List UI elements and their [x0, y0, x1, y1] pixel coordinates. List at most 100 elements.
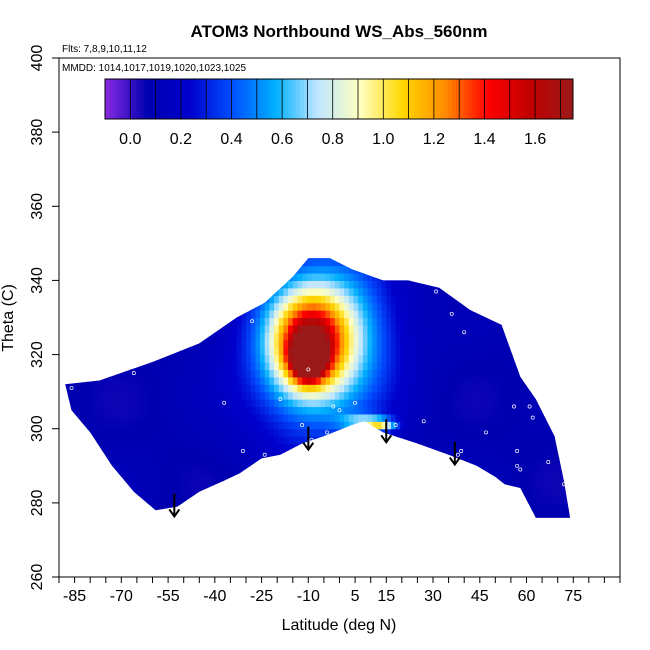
heat-cell — [526, 450, 532, 459]
heat-cell — [465, 317, 471, 326]
heat-cell — [578, 436, 583, 444]
heat-cell — [231, 258, 238, 267]
heat-cell — [563, 428, 570, 437]
heat-cell — [433, 354, 439, 363]
heat-cell — [442, 317, 448, 326]
heat-cell — [105, 347, 112, 356]
heat-cell — [302, 399, 308, 408]
heat-cell — [531, 258, 537, 267]
heat-cell — [484, 347, 490, 356]
heat-cell — [367, 339, 373, 348]
heat-cell — [461, 421, 467, 430]
heat-cell — [395, 287, 401, 296]
heat-cell — [288, 502, 294, 511]
heat-cell — [64, 525, 69, 533]
heat-cell — [260, 473, 266, 482]
heat-cell — [573, 510, 578, 518]
heat-cell — [208, 443, 214, 452]
heat-cell — [316, 465, 322, 474]
colorbar-cell — [565, 79, 570, 119]
heat-cell — [227, 339, 233, 348]
heat-cell — [433, 391, 439, 400]
heat-cell — [545, 287, 551, 296]
heat-cell — [147, 413, 154, 422]
heat-cell — [418, 458, 425, 467]
heat-cell — [320, 302, 327, 311]
heat-cell — [73, 258, 79, 267]
heat-cell — [325, 450, 331, 459]
heat-cell — [208, 465, 214, 474]
heat-cell — [171, 384, 177, 393]
heat-cell — [260, 502, 266, 511]
heat-cell — [554, 273, 560, 282]
heat-cell — [147, 376, 154, 385]
heat-cell — [231, 406, 238, 415]
heat-cell — [573, 369, 578, 377]
heat-cell — [180, 258, 186, 267]
heat-cell — [423, 361, 429, 370]
colorbar-cell — [229, 79, 235, 119]
heat-cell — [288, 339, 294, 348]
heat-cell — [68, 517, 74, 518]
heat-cell — [442, 436, 448, 445]
heat-cell — [101, 376, 107, 385]
heat-cell — [423, 384, 429, 393]
heat-cell — [376, 310, 383, 319]
heat-cell — [222, 361, 228, 370]
heat-cell — [133, 369, 140, 378]
heat-cell — [320, 510, 327, 518]
heat-cell — [260, 369, 266, 378]
heat-cell — [124, 391, 130, 400]
heat-cell — [161, 317, 168, 326]
colorbar-cell — [120, 79, 125, 119]
heat-cell — [358, 480, 364, 489]
heat-cell — [479, 413, 486, 422]
heat-cell — [437, 510, 443, 518]
heat-cell — [484, 302, 490, 311]
heat-cell — [213, 413, 219, 422]
heat-cell — [531, 502, 537, 511]
heat-cell — [115, 369, 121, 378]
heat-cell — [96, 488, 102, 497]
heat-cell — [222, 480, 228, 489]
heat-cell — [325, 517, 331, 518]
heat-cell — [344, 473, 350, 482]
heat-cell — [246, 310, 252, 319]
heat-cell — [59, 325, 64, 333]
colorbar-cell — [393, 79, 398, 119]
heat-cell — [283, 287, 289, 296]
heat-cell — [101, 302, 107, 311]
heat-cell — [213, 302, 219, 311]
heat-cell — [489, 473, 495, 482]
heat-cell — [428, 369, 434, 378]
heat-cell — [274, 391, 280, 400]
heat-cell — [124, 428, 130, 437]
heat-cell — [339, 391, 345, 400]
heat-cell — [563, 280, 570, 289]
heat-cell — [264, 399, 270, 408]
heat-cell — [386, 332, 392, 341]
heat-cell — [166, 406, 172, 415]
heat-cell — [409, 310, 415, 319]
heat-cell — [498, 473, 504, 482]
heat-cell — [185, 450, 191, 459]
heat-cell — [311, 458, 317, 467]
heat-cell — [498, 361, 504, 370]
heat-cell — [65, 510, 69, 518]
heat-cell — [265, 243, 270, 251]
heat-cell — [194, 443, 200, 452]
colorbar-cell — [569, 79, 574, 119]
heat-cell — [344, 317, 350, 326]
heat-cell — [381, 473, 387, 482]
heat-cell — [227, 495, 233, 504]
heat-cell — [65, 406, 69, 415]
heat-cell — [157, 406, 163, 415]
heat-cell — [479, 310, 486, 319]
heat-cell — [386, 517, 392, 518]
heat-cell — [77, 488, 83, 497]
heat-cell — [372, 488, 378, 497]
heat-cell — [540, 480, 546, 489]
heat-cell — [498, 273, 504, 282]
heat-cell — [545, 391, 551, 400]
heat-cell — [404, 369, 411, 378]
